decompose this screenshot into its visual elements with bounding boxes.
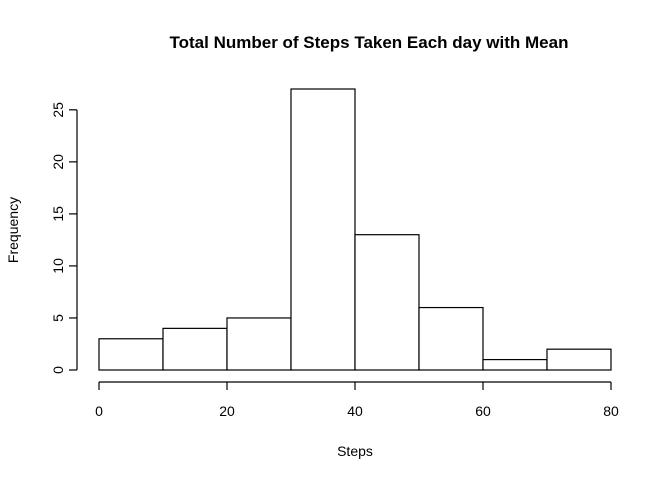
y-tick-label-2: 10 (50, 258, 66, 274)
histogram-bar-2 (226, 317, 292, 371)
x-axis-label: Steps (337, 443, 373, 459)
y-tick-label-3: 15 (50, 206, 66, 222)
histogram-bar-1 (162, 327, 228, 371)
y-axis-label: Frequency (5, 197, 21, 263)
histogram-bar-6 (482, 358, 548, 371)
bars-group (98, 88, 612, 371)
x-axis: 0 20 40 60 80 (95, 381, 619, 419)
y-axis: 0 5 10 15 20 25 (50, 102, 78, 374)
x-tick-label-3: 60 (475, 403, 491, 419)
x-tick-label-1: 20 (219, 403, 235, 419)
histogram-bar-5 (418, 306, 484, 371)
x-tick-label-4: 80 (603, 403, 619, 419)
y-tick-label-1: 5 (50, 314, 66, 322)
y-tick-label-5: 25 (50, 102, 66, 118)
x-tick-label-2: 40 (347, 403, 363, 419)
chart-title: Total Number of Steps Taken Each day wit… (170, 33, 569, 52)
histogram-bar-4 (354, 234, 420, 371)
y-tick-label-4: 20 (50, 154, 66, 170)
x-tick-label-0: 0 (95, 403, 103, 419)
histogram-bar-0 (98, 338, 164, 371)
histogram-bar-7 (546, 348, 612, 371)
y-tick-label-0: 0 (50, 366, 66, 374)
histogram-bar-3 (290, 88, 356, 371)
